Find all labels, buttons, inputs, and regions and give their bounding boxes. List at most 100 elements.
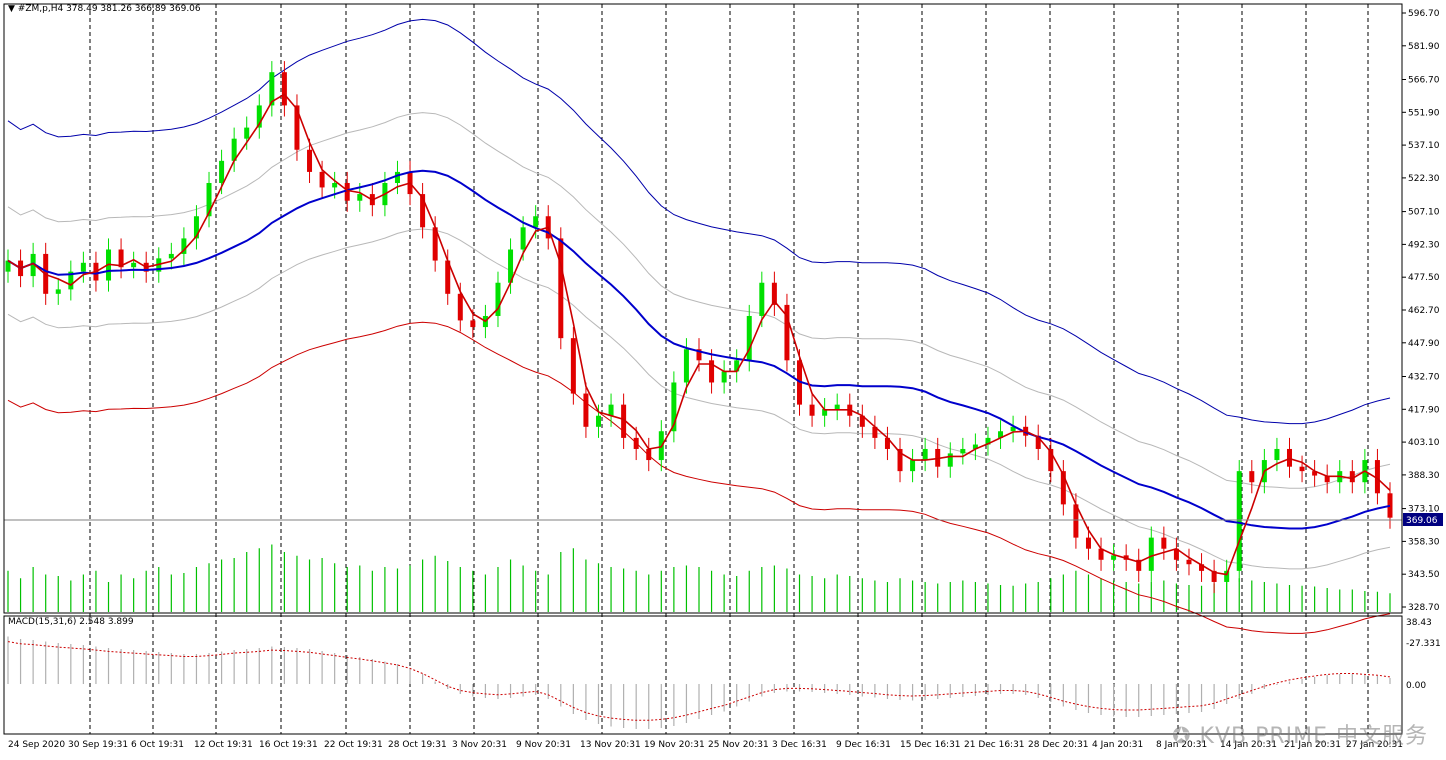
envelope-inner-lower	[7, 228, 1391, 570]
y-tick-label: 373.10	[1408, 505, 1440, 515]
price-axis: 596.70 581.90 566.70 551.90 537.10 522.30 507.…	[1402, 9, 1440, 613]
candle-body	[394, 171, 400, 183]
y-tick-label: 507.10	[1408, 208, 1440, 218]
x-tick-label: 28 Oct 19:31	[388, 740, 447, 750]
y-tick-label: 462.70	[1408, 306, 1440, 316]
y-tick-label: 522.30	[1408, 174, 1440, 184]
candle-body	[1236, 471, 1242, 571]
x-tick-label: 9 Nov 20:31	[516, 740, 571, 750]
y-tick-label: 358.30	[1408, 537, 1440, 547]
candle-body	[1098, 548, 1104, 560]
candle-body	[231, 138, 237, 161]
candle-body	[1249, 471, 1255, 483]
candle-body	[1048, 448, 1054, 472]
x-tick-label: 21 Dec 16:31	[964, 740, 1025, 750]
candle-body	[834, 404, 840, 410]
ma-slow-line	[7, 169, 1391, 530]
time-axis: 24 Sep 2020 30 Sep 19:31 6 Oct 19:31 12 Oct…	[8, 740, 1403, 750]
candle-body	[721, 371, 727, 383]
y-tick-label: 551.90	[1408, 108, 1440, 118]
envelope-bands	[7, 18, 1391, 634]
x-tick-label: 30 Sep 19:31	[68, 740, 128, 750]
watermark-text: KVB PRIME 中文服务	[1199, 724, 1428, 749]
ohlc-values: 378.49 381.26 366.89 369.06	[66, 4, 201, 14]
x-tick-label: 14 Jan 20:31	[1220, 740, 1277, 750]
candle-body	[859, 415, 865, 427]
candle-body	[972, 444, 978, 449]
x-tick-label: 24 Sep 2020	[8, 740, 65, 750]
candle-body	[319, 171, 325, 188]
candle-body	[897, 448, 903, 472]
candle-body	[1374, 460, 1380, 494]
macd-axis-bottom: -27.331	[1406, 639, 1441, 649]
y-tick-label: 447.90	[1408, 339, 1440, 349]
y-tick-label: 432.70	[1408, 372, 1440, 382]
candle-body	[495, 282, 501, 316]
candle-body	[206, 182, 212, 217]
candle-body	[709, 360, 715, 383]
y-tick-label: 343.50	[1408, 570, 1440, 580]
x-tick-label: 6 Oct 19:31	[131, 740, 184, 750]
candle-body	[771, 282, 777, 305]
candle-body	[1199, 564, 1205, 571]
candle-body	[1148, 537, 1154, 571]
x-tick-label: 4 Jan 20:31	[1092, 740, 1143, 750]
candle-body	[1161, 537, 1167, 549]
candle-body	[809, 404, 815, 416]
candle-body	[432, 227, 438, 261]
x-tick-label: 3 Nov 20:31	[452, 740, 507, 750]
candle-body	[683, 349, 689, 383]
candle-body	[118, 249, 124, 268]
candle-body	[1173, 548, 1179, 560]
price-tag: 369.06	[1406, 516, 1438, 526]
y-tick-label: 566.70	[1408, 75, 1440, 85]
candle-body	[520, 227, 526, 250]
candle-body	[1211, 570, 1217, 582]
candle-body	[344, 182, 350, 201]
candle-body	[595, 415, 601, 427]
x-tick-label: 27 Jan 20:31	[1346, 740, 1403, 750]
candle-body	[872, 426, 878, 438]
candle-body	[734, 360, 740, 372]
candle-body	[332, 182, 338, 188]
dropdown-arrow-icon[interactable]: ▼	[8, 4, 15, 14]
candle-body	[608, 404, 614, 416]
candle-body	[445, 260, 451, 294]
candle-body	[357, 194, 363, 201]
candle-body	[922, 448, 928, 461]
candle-body	[420, 194, 426, 228]
candle-body	[181, 238, 187, 254]
candle-body	[1324, 475, 1330, 483]
candle-body	[822, 409, 828, 416]
y-tick-label: 581.90	[1408, 42, 1440, 52]
candle-body	[784, 304, 790, 361]
candle-body	[1035, 435, 1041, 449]
y-tick-label: 403.10	[1408, 438, 1440, 448]
candle-body	[646, 448, 652, 461]
candle-body	[1085, 537, 1091, 549]
candle-body	[294, 105, 300, 150]
candle-body	[633, 437, 639, 449]
envelope-upper	[7, 18, 1391, 425]
x-tick-label: 8 Jan 20:31	[1156, 740, 1207, 750]
candle-body	[558, 238, 564, 339]
candle-body	[884, 437, 890, 449]
candle-body	[168, 253, 174, 259]
candle-body	[1274, 448, 1280, 461]
candle-body	[1010, 426, 1016, 432]
envelope-lower	[7, 321, 1391, 634]
candle-body	[998, 431, 1004, 438]
volume-bars	[7, 544, 1391, 612]
candle-body	[1349, 471, 1355, 483]
y-tick-label: 477.50	[1408, 273, 1440, 283]
x-tick-label: 22 Oct 19:31	[324, 740, 383, 750]
candle-body	[30, 253, 36, 277]
candle-body	[1111, 555, 1117, 560]
envelope-inner-upper	[7, 112, 1391, 489]
macd-axis-zero: 0.00	[1406, 681, 1426, 691]
candle-body	[269, 72, 275, 106]
candle-body	[1186, 559, 1192, 565]
x-tick-label: 19 Nov 20:31	[644, 740, 705, 750]
macd-panel	[7, 636, 1391, 729]
